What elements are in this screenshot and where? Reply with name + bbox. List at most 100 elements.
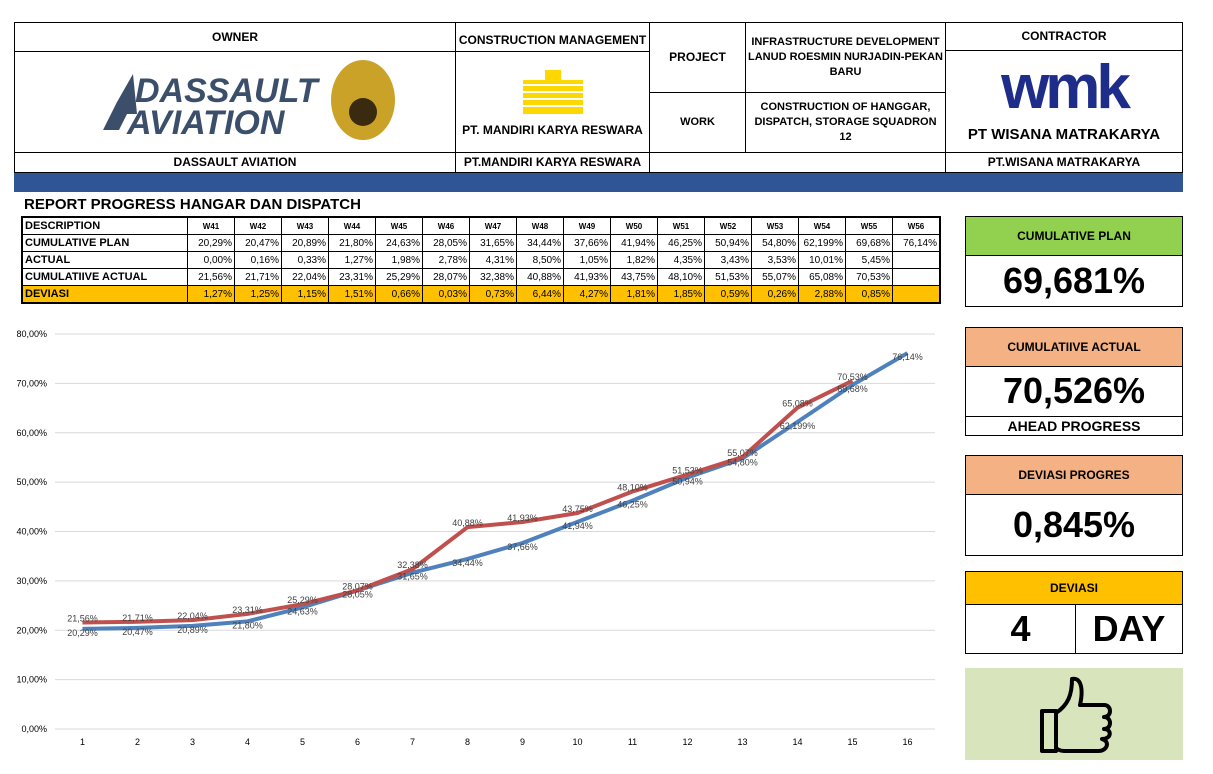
table-cell: 41,93% [563, 268, 611, 286]
contractor-logo: wmk [1001, 53, 1131, 123]
table-cell: W41 [187, 216, 235, 235]
table-cell: 0,00% [187, 251, 235, 269]
y-tick-label: 10,00% [16, 675, 47, 685]
x-tick-label: 7 [410, 737, 415, 747]
table-cell: 4,31% [469, 251, 517, 269]
value-label: 76,14% [892, 352, 923, 362]
value-label: 55,07% [727, 448, 758, 458]
table-cell [892, 285, 941, 304]
owner-logo: DASSAULT AVIATION [103, 60, 395, 142]
logo-bars [544, 69, 561, 82]
table-cell: 10,01% [798, 251, 846, 269]
value-label: 43,75% [562, 504, 593, 514]
logo-stripe [522, 90, 583, 93]
deviation-value: 0,845% [965, 494, 1183, 556]
table-cell: 20,89% [281, 234, 329, 252]
value-label: 23,31% [232, 605, 263, 615]
value-label: 21,71% [122, 613, 153, 623]
x-tick-label: 6 [355, 737, 360, 747]
table-cell: 28,07% [422, 268, 470, 286]
x-tick-label: 8 [465, 737, 470, 747]
table-cell: 54,80% [751, 234, 799, 252]
chart: 0,00% 10,00% 20,00% 30,00% 40,00% 50,00% 60,00… [16, 329, 935, 747]
x-tick-label: 13 [737, 737, 747, 747]
plan-label: CUMULATIVE PLAN [965, 216, 1183, 256]
thumb-outline [1040, 676, 1112, 753]
table-cell: 20,29% [187, 234, 235, 252]
table-cell: 1,82% [610, 251, 658, 269]
days-unit: DAY [1075, 604, 1183, 654]
logo-stripe [522, 97, 583, 100]
table-cell: W51 [657, 216, 705, 235]
table-cell: 2,78% [422, 251, 470, 269]
value-label: 31,65% [397, 572, 428, 582]
table-cell: 51,53% [704, 268, 752, 286]
logo-text: AVIATION [126, 104, 286, 142]
deviation-label: DEVIASI PROGRES [965, 455, 1183, 495]
cm-logo-text: PT. MANDIRI KARYA RESWARA [462, 122, 643, 137]
table-cell: DESCRIPTION [21, 216, 188, 235]
table-cell: 37,66% [563, 234, 611, 252]
thumb-box [965, 668, 1183, 760]
work-label: WORK [649, 92, 746, 153]
table-cell: 70,53% [845, 268, 893, 286]
owner-logo-cell: DASSAULT AVIATION [14, 51, 456, 153]
y-tick-label: 70,00% [16, 378, 47, 388]
value-label: 32,38% [397, 560, 428, 570]
table-cell: 0,59% [704, 285, 752, 304]
value-label: 24,63% [287, 606, 318, 616]
table-cell: 6,44% [516, 285, 564, 304]
table-cell: 48,10% [657, 268, 705, 286]
x-tick-label: 1 [80, 737, 85, 747]
table-cell: 8,50% [516, 251, 564, 269]
contractor-name: PT.WISANA MATRAKARYA [945, 152, 1183, 173]
table-cell: W52 [704, 216, 752, 235]
value-label: 69,68% [837, 384, 868, 394]
plan-value: 69,681% [965, 255, 1183, 307]
table-row: ACTUAL 0,00% 0,16% 0,33% 1,27% 1,98% 2,78% 4,31… [21, 251, 941, 269]
table-row: CUMULATIIVE ACTUAL 21,56% 21,71% 22,04% 23,3… [21, 268, 941, 286]
y-tick-label: 40,00% [16, 527, 47, 537]
table-cell: 21,56% [187, 268, 235, 286]
dassault-emblem [103, 74, 137, 130]
table-cell: 65,08% [798, 268, 846, 286]
logo-stripe [522, 83, 583, 86]
thumbs-up-icon [1040, 676, 1112, 753]
y-tick-label: 20,00% [16, 625, 47, 635]
table-cell: W45 [375, 216, 423, 235]
cm-logo-cell: PT. MANDIRI KARYA RESWARA [455, 51, 650, 153]
value-label: 21,56% [67, 614, 98, 624]
value-label: 37,66% [507, 542, 538, 552]
series-line [82, 378, 854, 625]
x-tick-label: 16 [902, 737, 912, 747]
actual-label: CUMULATIIVE ACTUAL [965, 327, 1183, 367]
table-row: DESCRIPTION W41 W42 W43 W44 W45 W46 W47 W48 W49 W5… [21, 216, 941, 235]
table-cell: 1,27% [328, 251, 376, 269]
table-cell: 46,25% [657, 234, 705, 252]
project: INFRASTRUCTURE DEVELOPMENT LANUD ROESMIN… [745, 22, 946, 93]
x-tick-label: 4 [245, 737, 250, 747]
value-label: 20,29% [67, 628, 98, 638]
table-row: CUMULATIVE PLAN 20,29% 20,47% 20,89% 21,80% 2… [21, 234, 941, 252]
owner-name: DASSAULT AVIATION [14, 152, 456, 173]
progress-table: DESCRIPTION W41 W42 W43 W44 W45 W46 W47 W48 W49 W5… [21, 216, 941, 304]
value-label: 20,47% [122, 627, 153, 637]
table-cell: 55,07% [751, 268, 799, 286]
value-label: 28,05% [342, 590, 373, 600]
table-cell: 23,31% [328, 268, 376, 286]
table-cell: 4,27% [563, 285, 611, 304]
table-cell: W49 [563, 216, 611, 235]
days-label: DEVIASI [965, 571, 1183, 605]
report-title: REPORT PROGRESS HANGAR DAN DISPATCH [24, 196, 361, 213]
table-cell: 0,03% [422, 285, 470, 304]
table-cell: 20,47% [234, 234, 282, 252]
table-cell: 32,38% [469, 268, 517, 286]
table-cell: 1,05% [563, 251, 611, 269]
table-cell: 1,85% [657, 285, 705, 304]
value-label: 21,80% [232, 620, 263, 630]
value-label: 62,199% [780, 421, 816, 431]
table-cell: W48 [516, 216, 564, 235]
table-cell [892, 251, 941, 269]
table-cell: DEVIASI [21, 285, 188, 304]
